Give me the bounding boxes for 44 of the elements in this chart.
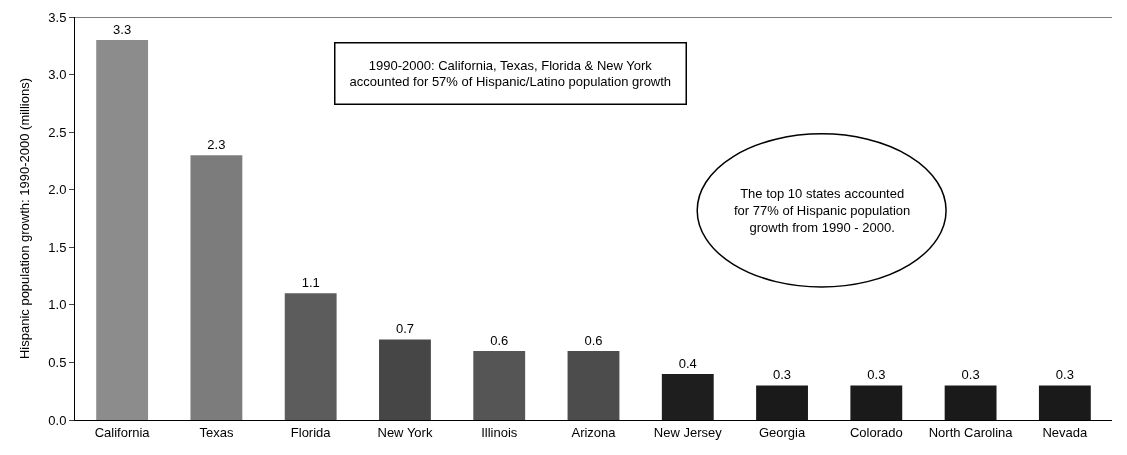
x-tick-label: Colorado <box>849 424 903 440</box>
bar <box>756 385 808 420</box>
x-tick-label: Arizona <box>571 424 617 440</box>
bar <box>850 385 903 420</box>
data-label: 0.7 <box>395 321 414 337</box>
data-label: 0.6 <box>490 332 509 348</box>
bar <box>284 293 337 420</box>
bar <box>944 385 997 420</box>
data-label: 0.3 <box>961 367 980 383</box>
x-tick-label: Nevada <box>1042 424 1089 440</box>
bar <box>96 40 149 420</box>
data-label: 0.4 <box>678 355 697 371</box>
annotation: The top 10 states accounted for 77% of Hispanic population growth from 1990 - 2000. <box>734 186 911 235</box>
x-tick-label: Illinois <box>481 424 518 440</box>
y-tick-label: 2.0 <box>48 182 67 198</box>
data-label: 1.1 <box>301 275 320 291</box>
y-tick-label: 3.0 <box>48 67 67 83</box>
y-axis-title: Hispanic population growth: 1990-2000 (millions) <box>17 77 33 360</box>
y-tick-label: 0.5 <box>48 354 67 370</box>
annotation: 1990-2000: California, Texas, Florida & New York accounted for 57% of Hispanic/Latino population growth <box>349 57 672 90</box>
data-label: 0.3 <box>773 367 792 383</box>
bar <box>473 350 526 420</box>
data-label: 2.3 <box>207 137 226 153</box>
x-tick-label: New York <box>377 424 433 440</box>
data-label: 0.6 <box>584 332 603 348</box>
data-label: 0.3 <box>867 367 886 383</box>
x-tick-label: Florida <box>290 424 332 440</box>
bar <box>567 350 620 420</box>
bar <box>1038 385 1091 420</box>
bar <box>661 373 714 420</box>
y-tick-label: 1.5 <box>48 239 67 255</box>
y-tick-label: 3.5 <box>48 9 67 25</box>
data-label: 3.3 <box>113 22 132 38</box>
x-tick-label: New Jersey <box>653 424 723 440</box>
x-tick-label: Texas <box>199 424 234 440</box>
y-tick-label: 1.0 <box>48 297 67 313</box>
y-tick-label: 2.5 <box>48 124 67 140</box>
x-tick-label: Georgia <box>758 424 806 440</box>
data-label: 0.3 <box>1055 367 1074 383</box>
x-tick-label: North Carolina <box>928 424 1014 440</box>
y-tick-label: 0.0 <box>48 412 67 428</box>
bar <box>190 155 243 420</box>
x-tick-label: California <box>94 424 151 440</box>
bar <box>379 339 431 420</box>
